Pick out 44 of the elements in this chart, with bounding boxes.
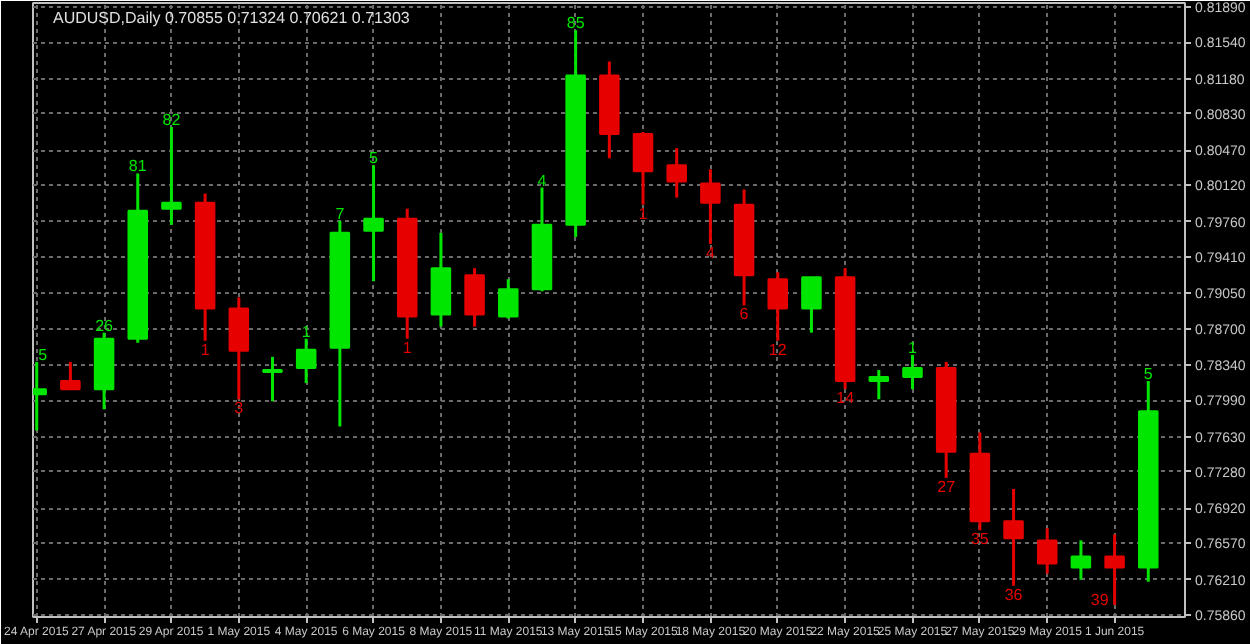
candlestick [430,231,452,329]
text: 14 [836,389,855,408]
candlestick [262,355,283,403]
candlestick [1104,532,1125,607]
candlestick [295,337,317,385]
text: 1 [908,338,917,357]
text: 5 [38,345,48,364]
text: 1 [638,204,648,223]
chart-title: AUDUSD,Daily 0.70855 0.71324 0.70621 0.71303 [53,9,411,27]
candlestick [868,368,890,401]
text: 36 [1004,585,1023,604]
text: 35 [970,530,989,549]
text: 4 [537,171,547,190]
candlestick [60,360,81,391]
candlestick [464,266,485,329]
candlestick [1003,487,1024,588]
text: 4 [705,243,715,262]
text: 7 [335,204,345,223]
text: 39 [1090,590,1109,609]
candlestick [700,167,721,246]
candlestick [363,163,384,283]
candlestick [666,146,687,200]
text: 82 [162,111,181,130]
candlestick [767,270,789,343]
text: 5 [1143,365,1153,384]
candlestick [801,275,822,335]
text: 1 [301,322,311,341]
text: 81 [128,157,147,176]
text: 85 [566,14,585,33]
candlestick [498,277,519,321]
text: 26 [95,316,113,335]
candlestick [902,353,923,391]
text: 6 [739,305,749,324]
text: 12 [768,340,787,359]
candlestick [1036,526,1058,576]
text: 1 [200,340,210,359]
text: 3 [234,399,244,418]
candlestick [161,125,182,227]
text: 1 [402,338,412,357]
text: 5 [369,149,378,168]
candlestick [632,130,654,207]
text: 27 [937,477,956,496]
candlestick [228,295,250,401]
candlestick [1070,538,1092,582]
